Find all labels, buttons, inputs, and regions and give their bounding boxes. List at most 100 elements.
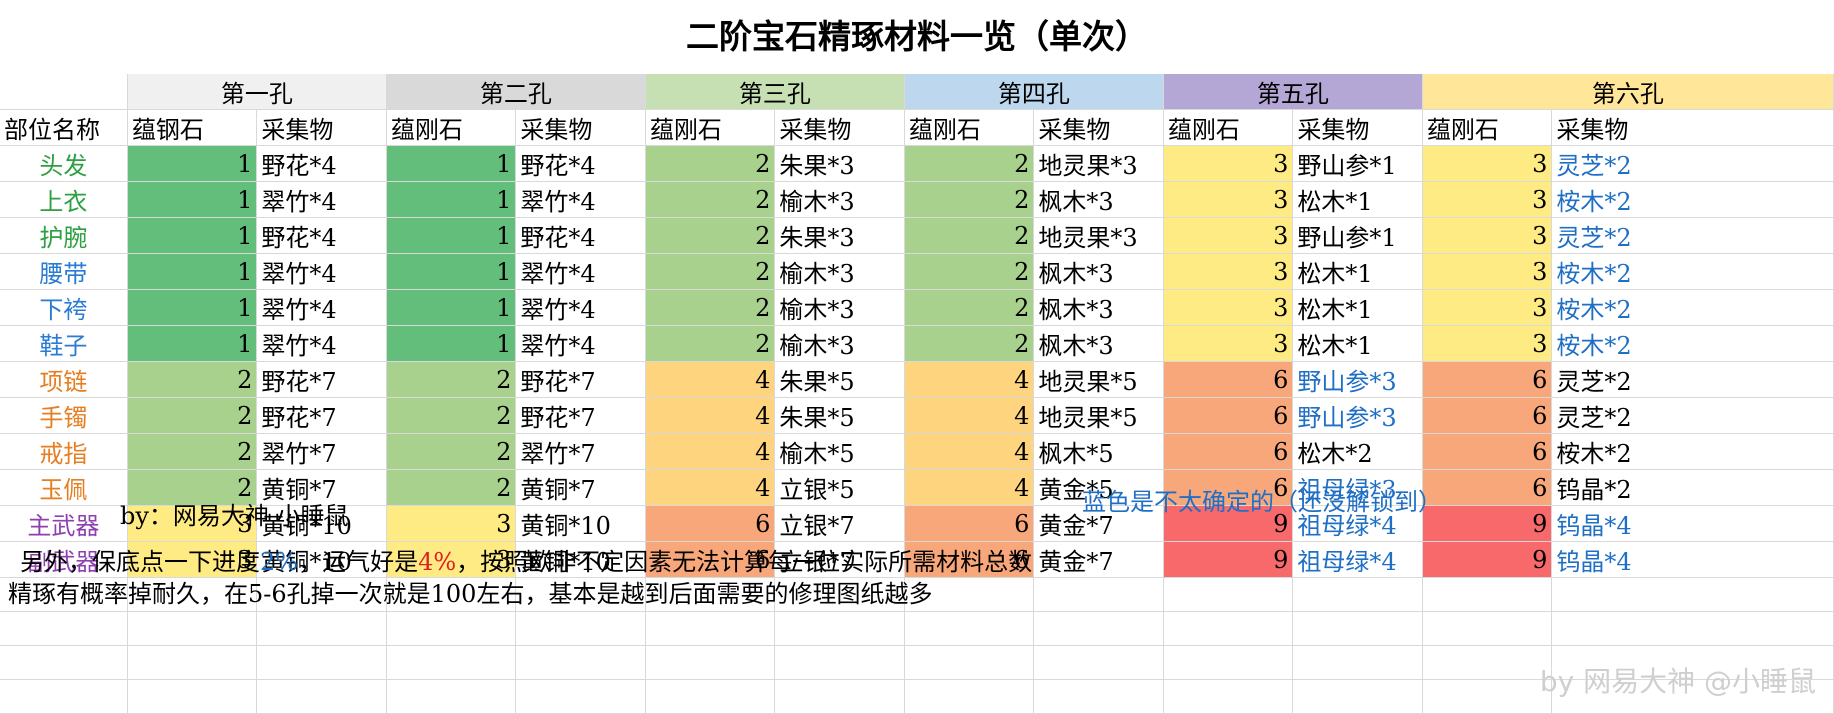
blank-cell [127,645,258,680]
watermark: by 网易大神 @小睡鼠 [1539,665,1816,698]
blank-cell [386,577,517,612]
material-amount: 枫木*3 [1033,289,1164,326]
stone-count: 6 [904,505,1035,542]
stone-count: 6 [1422,397,1553,434]
material-amount: 野花*7 [515,397,646,434]
blank-cell [386,645,517,680]
materials-table: 第一孔 第二孔 第三孔 第四孔 第五孔 第六孔 部位名称 蕴钢石 采集物 蕴刚石 采集物 蕴刚石 采集物… [0,74,1834,714]
stone-count: 2 [904,145,1035,182]
stone-count: 2 [645,325,776,362]
blank-cell [1292,611,1423,646]
stone-count: 2 [645,253,776,290]
blank-cell [1292,577,1423,612]
part-name: 戒指 [0,433,128,470]
blank-cell [127,679,258,714]
stone-count: 9 [1422,541,1553,578]
stone-count: 2 [904,325,1035,362]
material-amount: 野花*4 [256,217,387,254]
blank-cell [0,679,128,714]
stone-count: 6 [904,541,1035,578]
material-amount: 钨晶*4 [1551,541,1834,578]
material-amount: 翠竹*7 [256,433,387,470]
blank-cell [1163,611,1294,646]
material-amount: 松木*2 [1292,433,1423,470]
blank-cell [1551,645,1834,680]
table-row: 下袴 1 翠竹*4 1 翠竹*4 2 榆木*3 2 枫木*3 3 松木*1 3 桉木*2 [0,289,1834,326]
part-name: 副武器 [0,541,128,578]
blank-cell [127,611,258,646]
material-amount: 灵芝*2 [1551,145,1834,182]
stone-header: 蕴刚石 [645,109,776,146]
column-header-row: 部位名称 蕴钢石 采集物 蕴刚石 采集物 蕴刚石 采集物 蕴刚石 采集物 蕴刚石 采集物 蕴刚石 采集物 [0,109,1834,146]
stone-count: 1 [386,253,517,290]
blank-cell [1422,645,1553,680]
table-row: 戒指 2 翠竹*7 2 翠竹*7 4 榆木*5 4 枫木*5 6 松木*2 6 桉木*2 [0,433,1834,470]
stone-count: 6 [645,505,776,542]
material-amount: 榆木*3 [774,289,905,326]
material-amount: 钨晶*2 [1551,469,1834,506]
blank-cell [0,645,128,680]
material-amount: 野花*4 [256,145,387,182]
stone-count: 3 [1163,217,1294,254]
blank-cell [386,679,517,714]
material-amount: 松木*1 [1292,289,1423,326]
table-row: 腰带 1 翠竹*4 1 翠竹*4 2 榆木*3 2 枫木*3 3 松木*1 3 桉木*2 [0,253,1834,290]
stone-count: 6 [1422,469,1553,506]
note-text: 另外，保底点一下进度 [20,548,260,576]
material-amount: 地灵果*3 [1033,145,1164,182]
blank-cell [1033,577,1164,612]
stone-count: 2 [127,397,258,434]
table-row: 护腕 1 野花*4 1 野花*4 2 朱果*3 2 地灵果*3 3 野山参*1 3 灵芝*2 [0,217,1834,254]
stone-count: 2 [386,469,517,506]
stone-header: 蕴刚石 [386,109,517,146]
stone-header: 蕴刚石 [1163,109,1294,146]
page-title: 二阶宝石精琢材料一览（单次） [686,17,1148,56]
material-amount: 朱果*3 [774,145,905,182]
blank-cell [1422,577,1553,612]
blank-cell [256,645,387,680]
blank-cell [515,577,646,612]
blank-cell [1033,645,1164,680]
stone-count: 1 [127,325,258,362]
blank-cell [1033,679,1164,714]
stone-count: 3 [1422,181,1553,218]
material-amount: 黄铜*10 [256,541,387,578]
stone-count: 4 [904,361,1035,398]
material-amount: 桉木*2 [1551,253,1834,290]
material-amount: 朱果*5 [774,397,905,434]
stone-count: 1 [127,181,258,218]
material-amount: 钨晶*4 [1551,505,1834,542]
material-amount: 翠竹*4 [515,253,646,290]
table-row: 鞋子 1 翠竹*4 1 翠竹*4 2 榆木*3 2 枫木*3 3 松木*1 3 桉木*2 [0,325,1834,362]
blank-cell [904,577,1035,612]
stone-count: 6 [1163,433,1294,470]
stone-count: 4 [645,397,776,434]
material-amount: 地灵果*3 [1033,217,1164,254]
blank-cell [256,577,387,612]
stone-count: 3 [1422,145,1553,182]
blank-cell [127,577,258,612]
stone-count: 1 [386,217,517,254]
stone-header: 蕴刚石 [904,109,1035,146]
material-amount: 黄金*7 [1033,541,1164,578]
stone-count: 2 [645,145,776,182]
material-amount: 桉木*2 [1551,289,1834,326]
stone-count: 2 [386,361,517,398]
material-header: 采集物 [1292,109,1423,146]
stone-count: 4 [904,433,1035,470]
stone-count: 4 [645,361,776,398]
material-amount: 松木*1 [1292,325,1423,362]
stone-count: 3 [1163,181,1294,218]
blank-cell [1163,679,1294,714]
material-amount: 灵芝*2 [1551,397,1834,434]
blank-cell [515,611,646,646]
blank-cell [904,679,1035,714]
material-amount: 黄铜*10 [256,505,387,542]
material-amount: 榆木*3 [774,181,905,218]
stone-count: 3 [1163,145,1294,182]
part-name: 玉佩 [0,469,128,506]
stone-count: 2 [904,289,1035,326]
material-amount: 翠竹*4 [256,325,387,362]
material-amount: 朱果*3 [774,217,905,254]
part-name: 鞋子 [0,325,128,362]
